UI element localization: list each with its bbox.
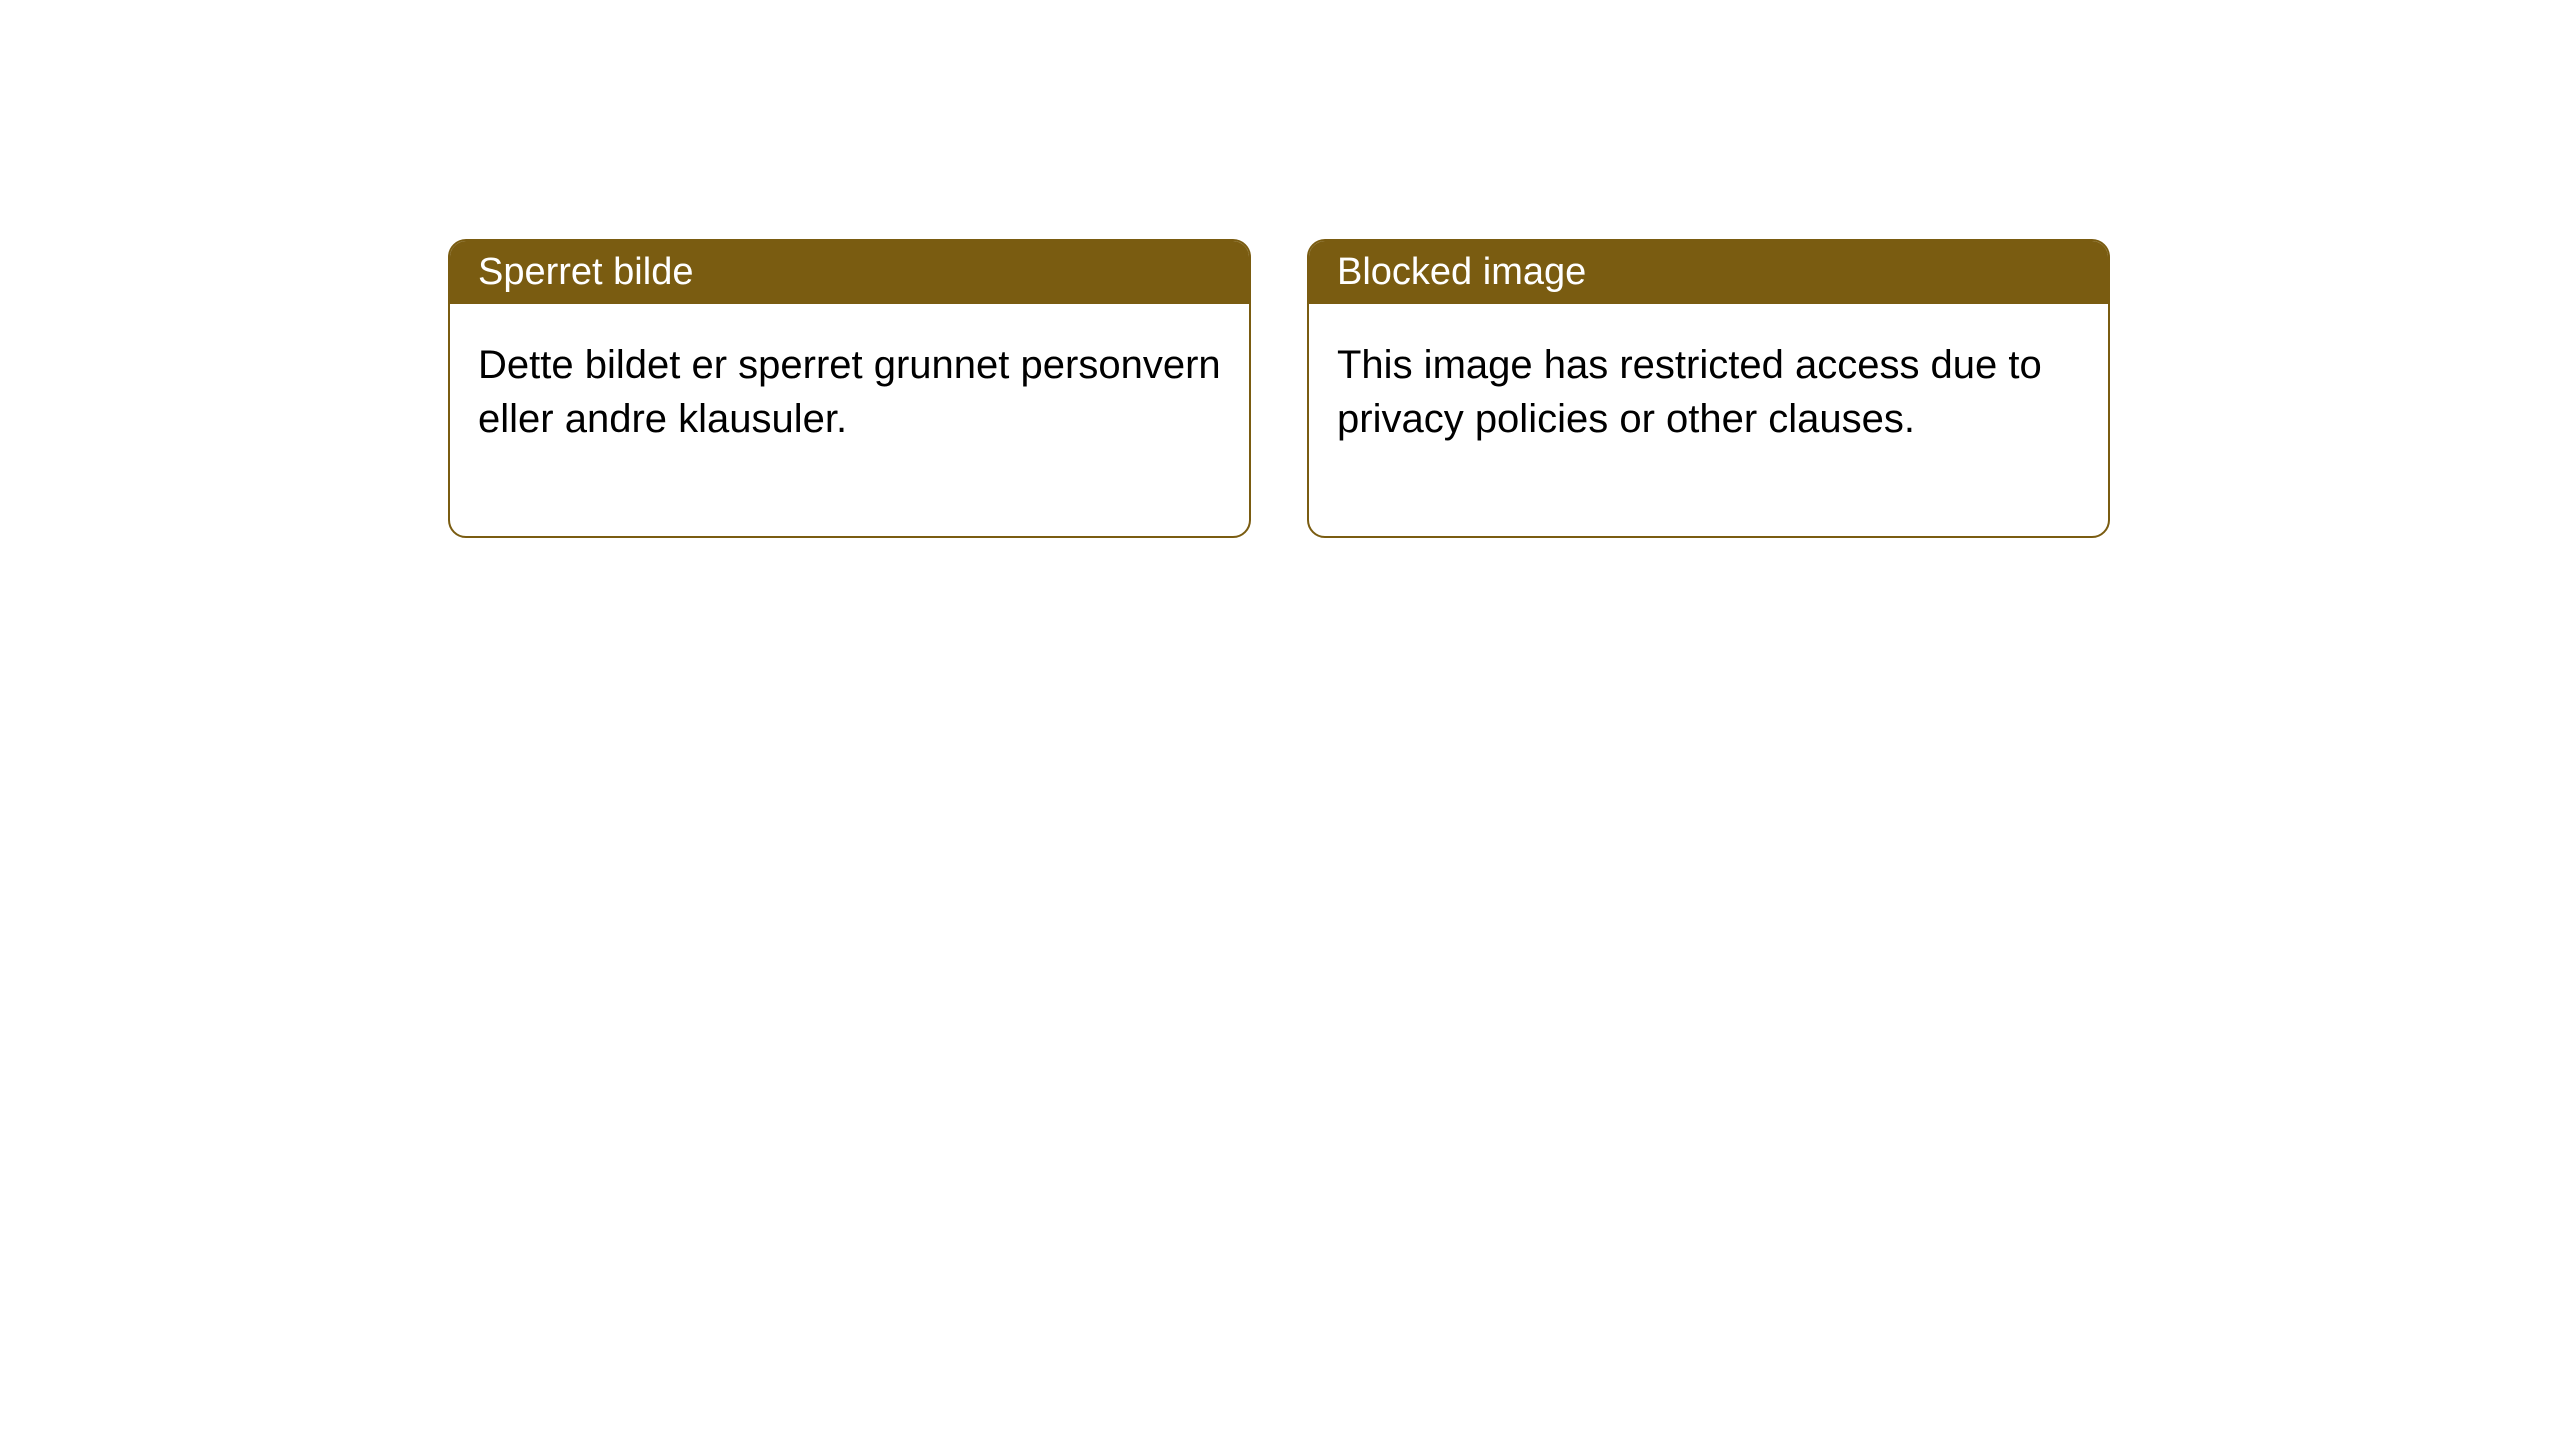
card-title: Sperret bilde [478, 251, 693, 293]
notice-container: Sperret bilde Dette bildet er sperret gr… [448, 239, 2110, 538]
notice-card-english: Blocked image This image has restricted … [1307, 239, 2110, 538]
card-title: Blocked image [1337, 251, 1586, 293]
card-body-text: This image has restricted access due to … [1337, 343, 2042, 441]
notice-card-norwegian: Sperret bilde Dette bildet er sperret gr… [448, 239, 1251, 538]
card-header: Sperret bilde [450, 241, 1249, 304]
card-body: Dette bildet er sperret grunnet personve… [450, 304, 1249, 536]
card-body: This image has restricted access due to … [1309, 304, 2108, 536]
card-header: Blocked image [1309, 241, 2108, 304]
card-body-text: Dette bildet er sperret grunnet personve… [478, 343, 1221, 441]
